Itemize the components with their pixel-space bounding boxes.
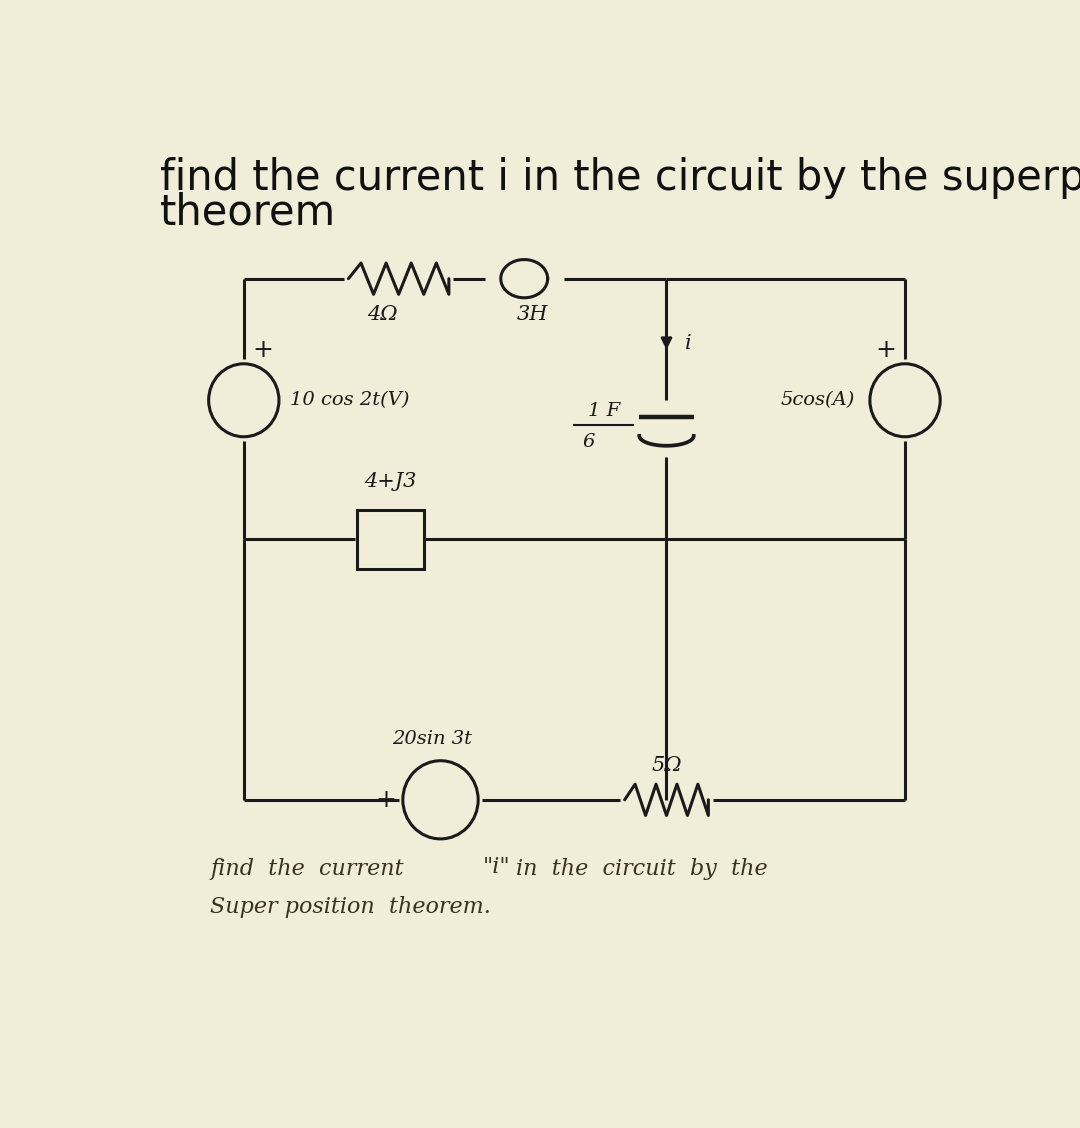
Text: i: i: [685, 334, 691, 353]
Text: 4+J3: 4+J3: [364, 472, 417, 491]
Text: 10 cos 2t(V): 10 cos 2t(V): [289, 391, 409, 409]
Text: "i": "i": [483, 856, 510, 878]
Text: 20sin 3t: 20sin 3t: [392, 730, 472, 748]
Text: 4Ω: 4Ω: [367, 305, 397, 324]
Text: 5Ω: 5Ω: [651, 757, 681, 775]
Text: theorem: theorem: [160, 192, 336, 233]
Text: 3H: 3H: [517, 305, 549, 324]
Text: 5cos(A): 5cos(A): [781, 391, 855, 409]
Text: +: +: [376, 787, 396, 812]
Text: Super position  theorem.: Super position theorem.: [211, 896, 491, 918]
Text: +: +: [876, 338, 896, 362]
Bar: [356, 510, 423, 569]
Text: in  the  circuit  by  the: in the circuit by the: [516, 858, 768, 880]
Text: find the current i in the circuit by the superposition: find the current i in the circuit by the…: [160, 157, 1080, 199]
Text: find  the  current: find the current: [211, 858, 404, 880]
Text: 1 F: 1 F: [588, 402, 620, 420]
Text: 6: 6: [582, 433, 595, 451]
Text: +: +: [253, 338, 273, 362]
